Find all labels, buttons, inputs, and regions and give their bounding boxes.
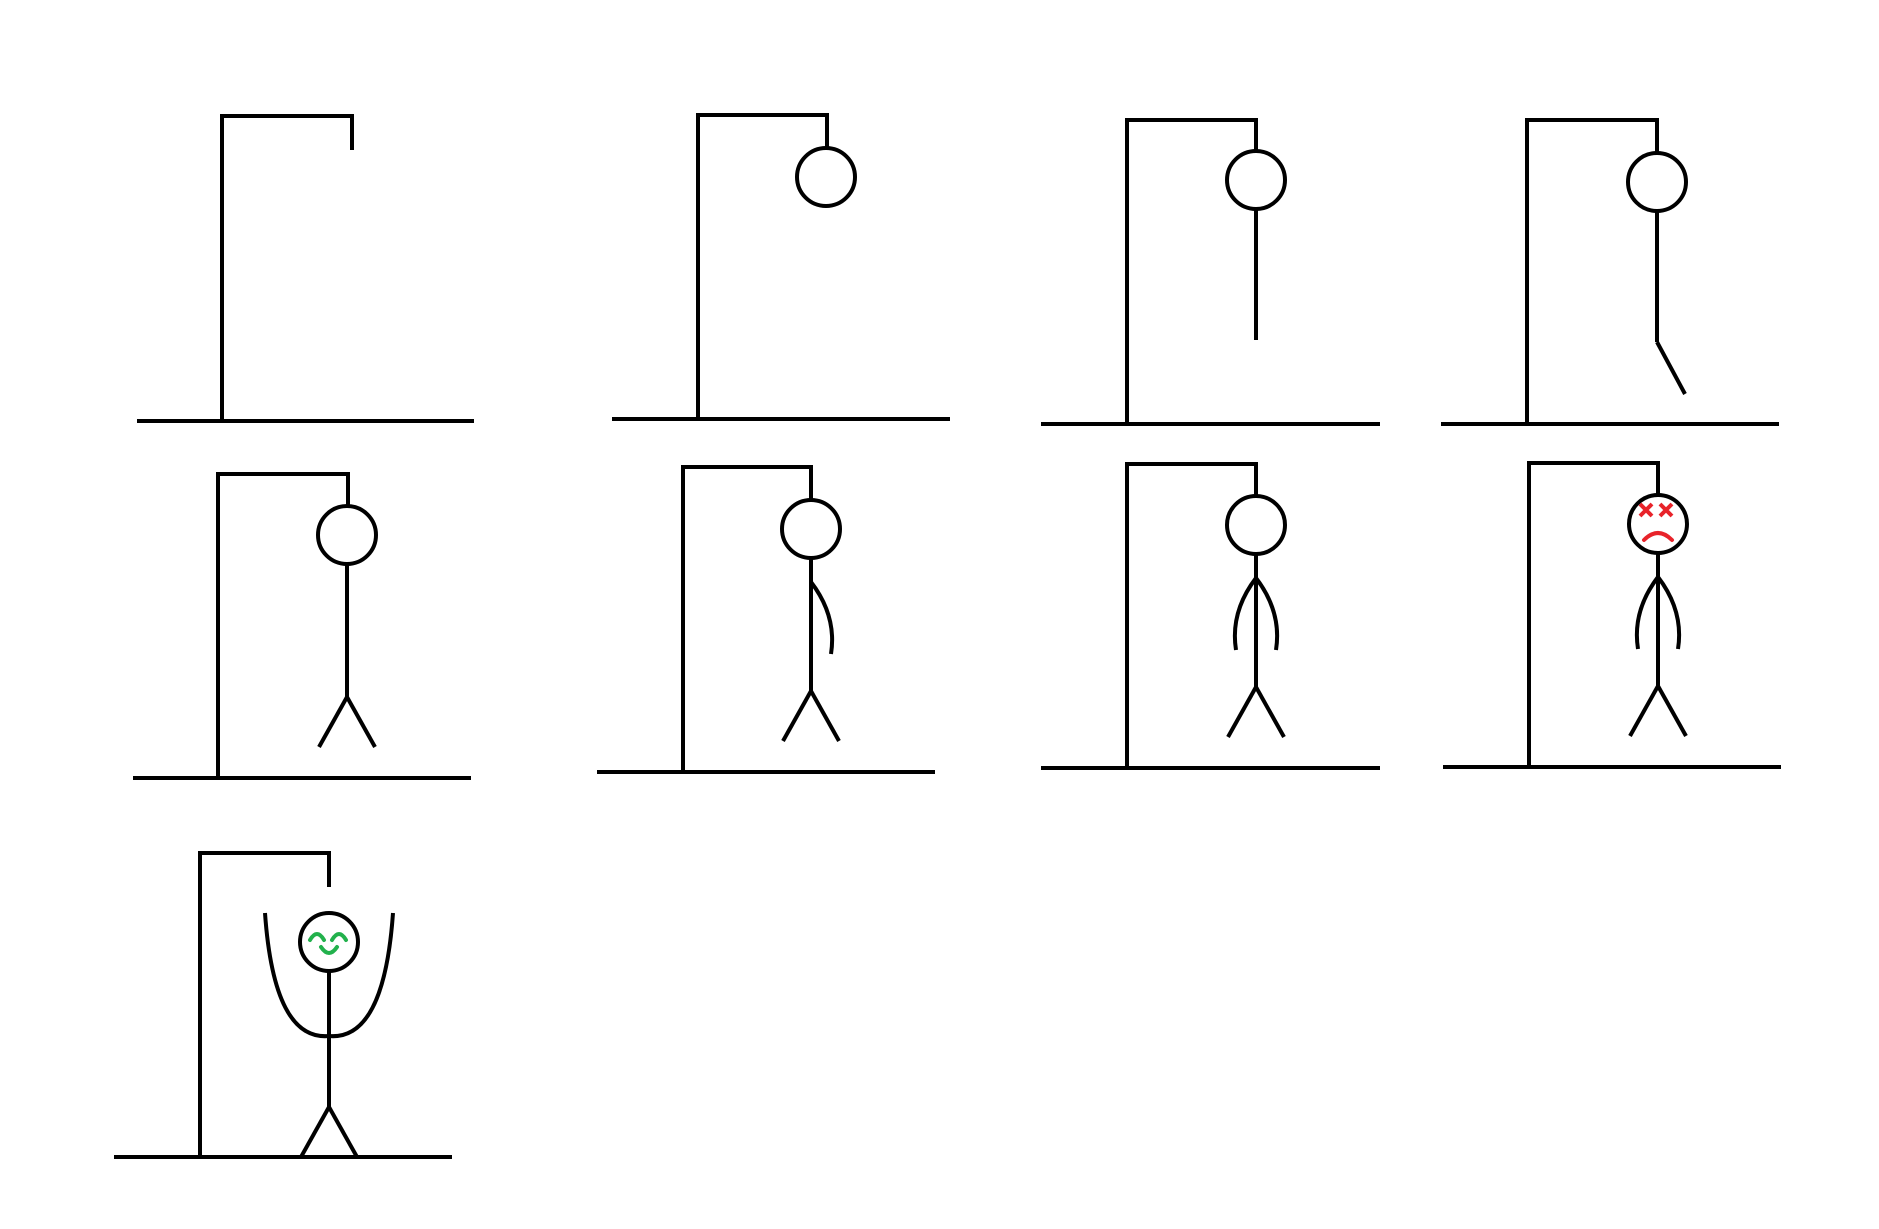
left-leg xyxy=(317,696,349,748)
head xyxy=(795,146,857,208)
dead-face xyxy=(1638,502,1674,542)
left-x-eye-icon xyxy=(1638,502,1654,518)
stage-9 xyxy=(114,851,452,1159)
left-raised-arm xyxy=(263,912,330,1039)
stage-7 xyxy=(1041,462,1380,770)
right-arm xyxy=(1254,576,1280,651)
stage-6 xyxy=(597,465,935,774)
stage-4 xyxy=(1441,118,1779,426)
left-leg xyxy=(781,690,813,742)
right-leg xyxy=(809,690,841,742)
right-closed-eye-icon xyxy=(330,932,348,942)
left-leg xyxy=(1655,341,1687,395)
right-x-eye-icon xyxy=(1658,502,1674,518)
right-leg xyxy=(327,1106,359,1158)
left-arm xyxy=(1634,575,1660,650)
stage-8 xyxy=(1443,461,1781,769)
right-leg xyxy=(1656,685,1688,737)
frown-mouth xyxy=(1642,531,1674,542)
left-leg xyxy=(299,1106,331,1158)
left-arm xyxy=(1232,576,1258,651)
left-closed-eye-icon xyxy=(308,932,326,942)
stage-1 xyxy=(137,114,474,423)
left-leg xyxy=(1226,686,1258,738)
stage-3 xyxy=(1041,118,1380,426)
right-raised-arm xyxy=(328,912,395,1039)
left-leg xyxy=(1628,685,1660,737)
stage-2 xyxy=(612,113,950,421)
right-arm xyxy=(1656,575,1682,650)
right-leg xyxy=(345,696,377,748)
happy-face xyxy=(308,932,348,955)
smile-mouth xyxy=(319,945,339,955)
stage-5 xyxy=(133,472,471,780)
right-arm xyxy=(809,580,835,655)
right-leg xyxy=(1254,686,1286,738)
